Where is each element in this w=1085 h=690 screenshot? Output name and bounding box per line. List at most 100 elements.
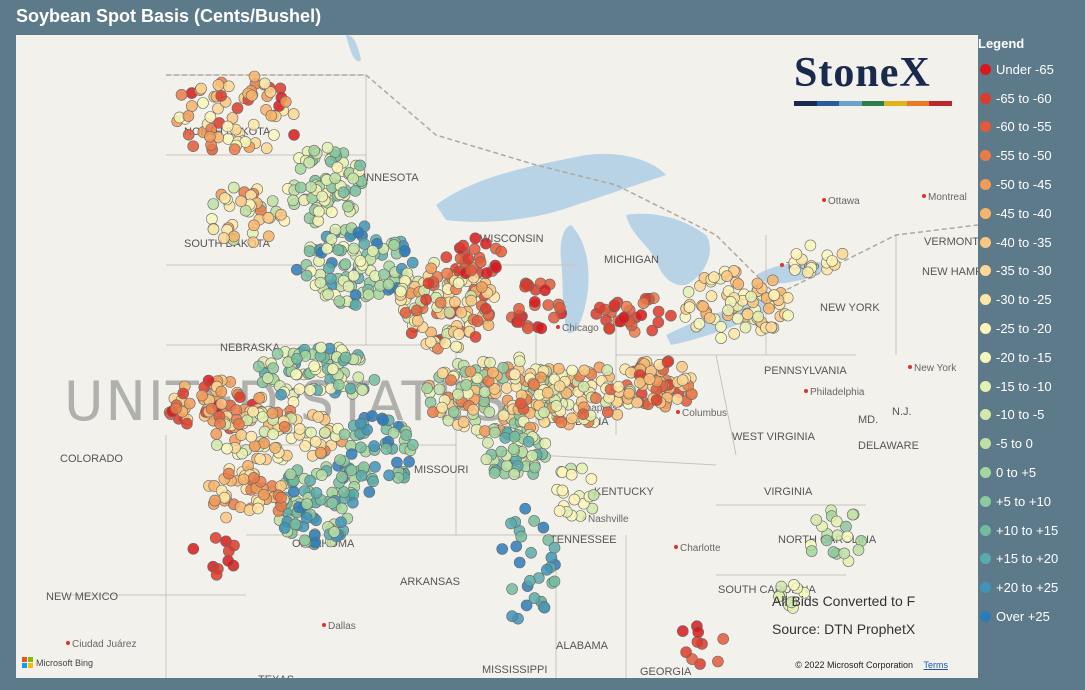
bid-point[interactable] (506, 610, 518, 623)
bid-point[interactable] (801, 266, 814, 279)
bid-point[interactable] (488, 426, 501, 439)
bid-point[interactable] (223, 80, 235, 93)
bid-point[interactable] (248, 70, 261, 83)
bid-point[interactable] (519, 502, 532, 515)
bid-point[interactable] (312, 411, 325, 423)
bid-point[interactable] (294, 181, 307, 194)
bid-point[interactable] (577, 408, 590, 421)
bid-point[interactable] (505, 517, 517, 530)
bid-point[interactable] (305, 426, 317, 439)
bid-point[interactable] (455, 306, 468, 319)
bid-point[interactable] (362, 288, 375, 301)
bid-point[interactable] (294, 163, 307, 175)
bid-point[interactable] (731, 312, 744, 325)
bid-point[interactable] (548, 311, 560, 324)
bid-point[interactable] (775, 580, 788, 593)
bid-point[interactable] (181, 417, 193, 430)
bid-point[interactable] (475, 281, 488, 293)
bid-point[interactable] (436, 401, 448, 414)
bid-point[interactable] (391, 456, 403, 469)
bid-point[interactable] (483, 406, 496, 418)
bid-point[interactable] (830, 515, 843, 528)
bid-point[interactable] (422, 277, 435, 290)
bid-point[interactable] (247, 118, 260, 131)
bid-point[interactable] (617, 311, 630, 324)
bid-point[interactable] (474, 256, 487, 268)
bid-point[interactable] (209, 532, 222, 544)
bid-point[interactable] (482, 436, 494, 449)
bid-point[interactable] (247, 236, 260, 249)
bid-point[interactable] (708, 271, 720, 283)
bid-point[interactable] (508, 468, 521, 480)
bid-point[interactable] (335, 516, 347, 529)
bid-point[interactable] (836, 248, 849, 260)
bid-point[interactable] (367, 475, 379, 488)
bid-point[interactable] (328, 526, 341, 538)
bid-point[interactable] (210, 428, 223, 440)
bid-point[interactable] (650, 394, 663, 406)
bid-point[interactable] (766, 274, 779, 287)
bid-point[interactable] (207, 198, 220, 210)
bid-point[interactable] (187, 140, 199, 152)
bid-point[interactable] (537, 521, 550, 534)
bid-point[interactable] (590, 392, 602, 405)
bid-point[interactable] (540, 563, 553, 576)
bid-point[interactable] (513, 316, 526, 328)
bid-point[interactable] (411, 314, 424, 327)
bid-point[interactable] (290, 368, 302, 381)
bid-point[interactable] (526, 449, 539, 462)
bid-point[interactable] (356, 384, 369, 396)
bid-point[interactable] (239, 204, 252, 217)
bid-point[interactable] (287, 485, 300, 498)
bid-point[interactable] (643, 373, 656, 385)
bid-point[interactable] (497, 361, 510, 374)
bid-point[interactable] (231, 102, 244, 114)
bid-point[interactable] (452, 328, 465, 340)
bid-point[interactable] (548, 575, 561, 588)
bid-point[interactable] (506, 583, 518, 595)
bid-point[interactable] (177, 387, 189, 400)
bid-point[interactable] (332, 379, 345, 391)
bid-point[interactable] (333, 295, 346, 308)
bid-point[interactable] (442, 414, 455, 427)
bid-point[interactable] (565, 412, 578, 425)
bid-point[interactable] (652, 305, 665, 318)
bid-point[interactable] (739, 321, 752, 334)
bid-point[interactable] (338, 486, 350, 498)
bid-point[interactable] (368, 440, 380, 452)
bid-point[interactable] (465, 264, 477, 277)
bid-point[interactable] (207, 223, 220, 236)
bid-point[interactable] (288, 129, 300, 141)
bid-point[interactable] (399, 306, 412, 319)
bid-point[interactable] (554, 302, 566, 314)
bid-point[interactable] (182, 128, 195, 141)
bid-point[interactable] (611, 408, 624, 421)
bid-point[interactable] (452, 388, 464, 401)
bid-point[interactable] (715, 332, 727, 344)
bid-point[interactable] (434, 296, 447, 309)
bid-point[interactable] (262, 212, 275, 224)
bid-point[interactable] (308, 360, 321, 373)
bid-point[interactable] (394, 285, 407, 298)
bid-point[interactable] (256, 411, 269, 423)
bid-point[interactable] (266, 195, 279, 207)
bid-point[interactable] (782, 309, 794, 322)
bid-point[interactable] (289, 518, 302, 531)
bid-point[interactable] (326, 363, 339, 375)
bid-point[interactable] (349, 299, 362, 311)
bid-point[interactable] (262, 230, 275, 243)
bid-point[interactable] (209, 494, 221, 507)
bid-point[interactable] (522, 435, 535, 448)
bid-point[interactable] (308, 144, 321, 157)
bid-point[interactable] (287, 194, 299, 207)
bid-point[interactable] (462, 253, 475, 265)
bid-point[interactable] (479, 425, 491, 437)
bid-point[interactable] (228, 181, 240, 194)
bid-point[interactable] (262, 372, 274, 384)
bid-point[interactable] (175, 88, 188, 101)
bid-point[interactable] (325, 233, 338, 245)
bid-point[interactable] (676, 374, 689, 387)
bid-point[interactable] (585, 473, 598, 485)
bid-point[interactable] (680, 646, 692, 659)
